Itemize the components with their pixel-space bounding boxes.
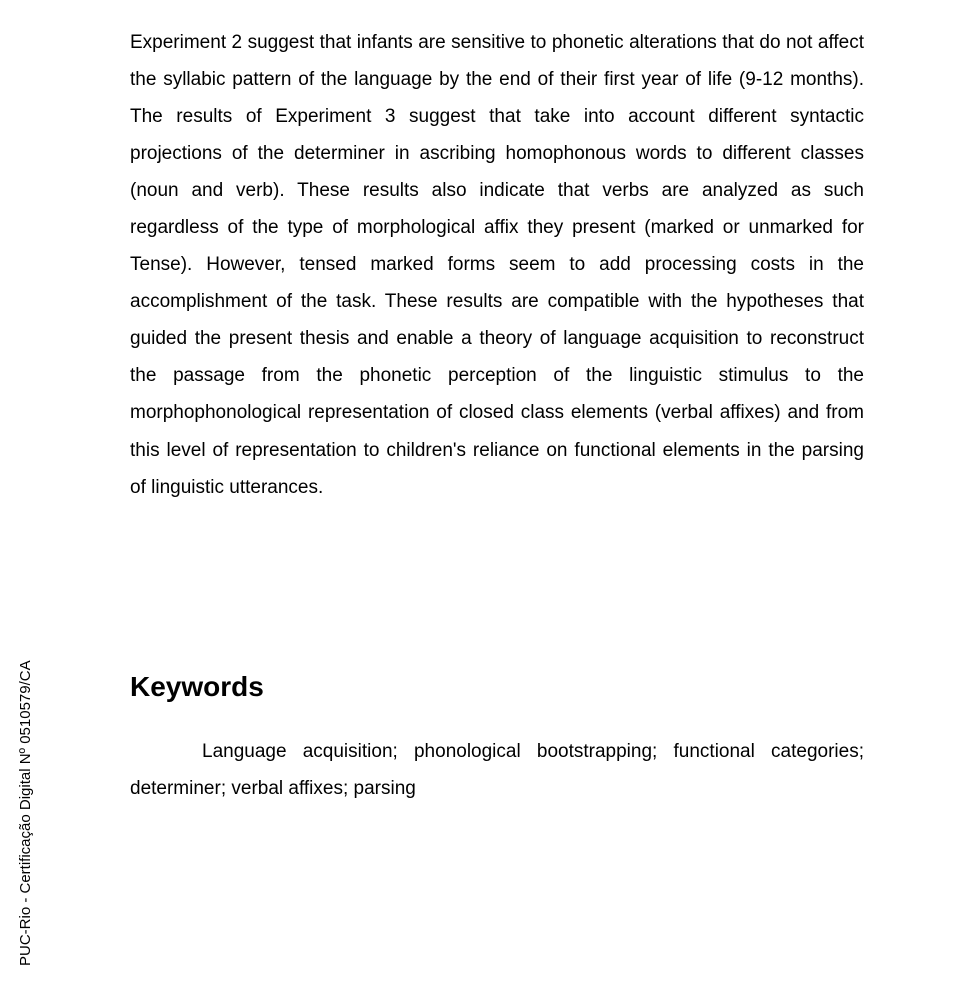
body-paragraph: Experiment 2 suggest that infants are se… (130, 24, 864, 506)
keywords-heading: Keywords (130, 671, 864, 703)
keywords-section: Keywords Language acquisition; phonologi… (130, 671, 864, 807)
page-container: Experiment 2 suggest that infants are se… (0, 0, 960, 831)
keywords-text: Language acquisition; phonological boots… (130, 733, 864, 807)
certification-side-label: PUC-Rio - Certificação Digital Nº 051057… (17, 660, 34, 966)
